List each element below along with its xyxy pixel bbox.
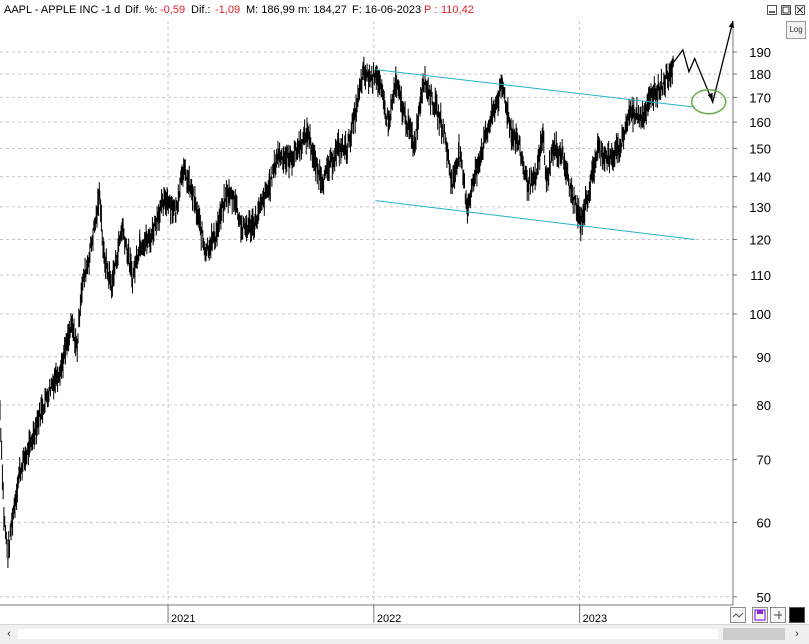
plot-background bbox=[0, 21, 733, 605]
color-square-icon[interactable] bbox=[789, 607, 805, 623]
y-tick-labels: 50 60 70 80 90 100 110 120 130 140 150 160 170 180 190 bbox=[733, 45, 771, 605]
y-tick-label: 130 bbox=[749, 200, 771, 215]
projection-path bbox=[672, 20, 734, 105]
y-tick-label: 110 bbox=[750, 268, 771, 283]
dif-label: Dif.: bbox=[191, 4, 211, 16]
y-tick-label: 80 bbox=[757, 398, 771, 413]
scroll-track[interactable] bbox=[18, 629, 718, 639]
scroll-right-icon[interactable]: › bbox=[795, 628, 799, 640]
dif-pct-value: -0,59 bbox=[160, 4, 186, 16]
target-arrowhead bbox=[707, 92, 713, 100]
minimize-icon[interactable] bbox=[767, 5, 777, 15]
target-zone-ellipse bbox=[690, 89, 727, 115]
y-tick-label: 120 bbox=[749, 233, 771, 248]
y-tick-label: 90 bbox=[757, 350, 771, 365]
x-tick-label: 2021 bbox=[171, 613, 195, 624]
chart-header: AAPL - APPLE INC - 1 d Dif. %: -0,59 Dif… bbox=[0, 0, 809, 20]
log-scale-button[interactable]: Log bbox=[786, 21, 806, 39]
price-bars bbox=[0, 55, 674, 568]
horizontal-scrollbar[interactable]: ‹ › bbox=[0, 624, 809, 644]
y-tick-label: 170 bbox=[749, 90, 771, 105]
scroll-thumb[interactable] bbox=[723, 628, 785, 640]
date-label: F: 16-06-2023 bbox=[352, 4, 422, 16]
x-tick-label: 2022 bbox=[377, 613, 401, 624]
annotations bbox=[375, 20, 735, 241]
scroll-left-icon[interactable]: ‹ bbox=[7, 628, 11, 640]
y-tick-label: 190 bbox=[749, 45, 771, 60]
projection-arrowhead bbox=[728, 21, 735, 28]
y-tick-label: 70 bbox=[757, 452, 771, 467]
y-tick-label: 50 bbox=[757, 590, 771, 605]
p-label: P : bbox=[424, 4, 438, 16]
dif-pct-label: Dif. %: bbox=[125, 4, 158, 16]
period-label[interactable]: 1 d bbox=[105, 4, 121, 16]
y-tick-label: 100 bbox=[749, 307, 771, 322]
symbol-label: AAPL - APPLE INC - bbox=[4, 4, 106, 16]
pin-icon[interactable] bbox=[770, 607, 786, 623]
maximize-icon[interactable] bbox=[781, 5, 791, 15]
p-value: 110,42 bbox=[441, 4, 474, 16]
channel-upper-line bbox=[375, 69, 695, 108]
max-label: M: 186,99 bbox=[246, 4, 295, 16]
x-tick-labels: 2021 2022 2023 bbox=[167, 605, 607, 624]
y-tick-label: 180 bbox=[749, 67, 771, 82]
price-chart: 50 60 70 80 90 100 110 120 130 140 150 160 170 180 190… bbox=[0, 20, 771, 624]
y-tick-label: 60 bbox=[757, 515, 771, 530]
grid-lines bbox=[0, 21, 733, 605]
channel-lower-line bbox=[375, 200, 695, 241]
axis-frame bbox=[0, 21, 734, 606]
save-icon[interactable] bbox=[752, 607, 768, 623]
close-icon[interactable] bbox=[795, 5, 805, 15]
min-label: m: 184,27 bbox=[298, 4, 347, 16]
scale-icon[interactable] bbox=[730, 607, 746, 623]
y-tick-label: 150 bbox=[749, 141, 771, 156]
x-tick-label: 2023 bbox=[583, 613, 607, 624]
dif-value: -1,09 bbox=[215, 4, 241, 16]
y-tick-label: 140 bbox=[749, 170, 771, 185]
y-tick-label: 160 bbox=[749, 115, 771, 130]
